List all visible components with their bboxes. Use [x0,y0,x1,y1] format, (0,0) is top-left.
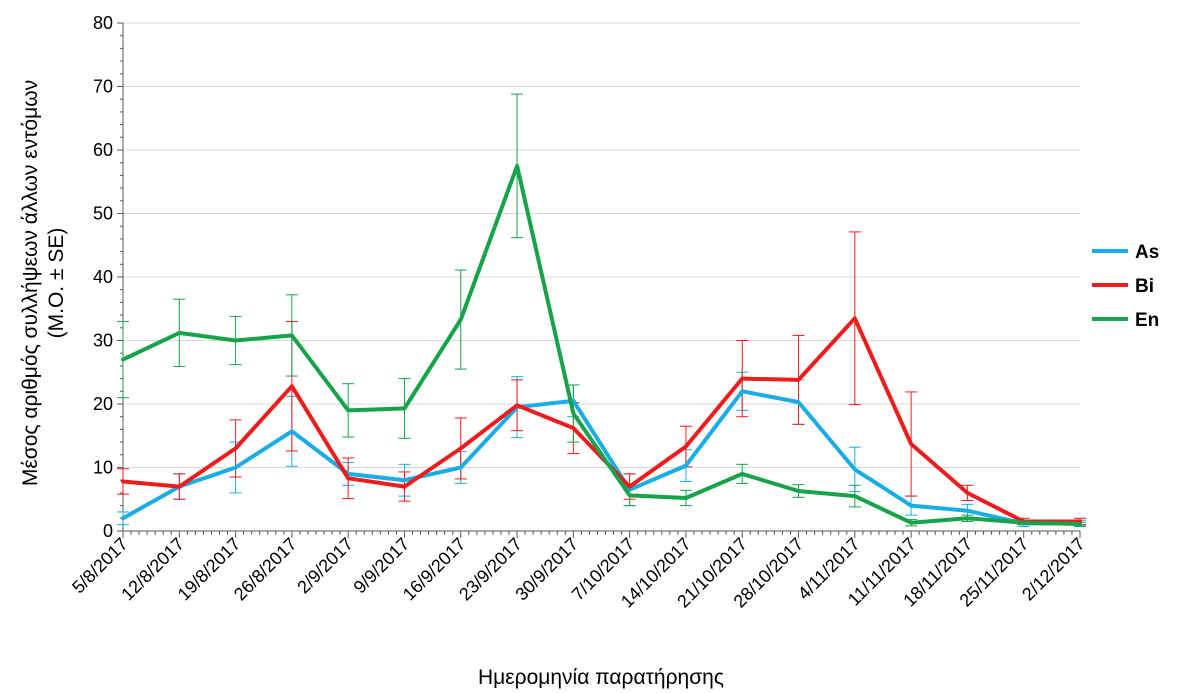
legend-label-En: En [1135,310,1159,331]
series-line-As [121,389,1082,526]
y-tick-label: 50 [93,204,113,224]
gridlines [123,22,1080,468]
y-tick-label: 70 [93,77,113,97]
y-axis-title-group: Μέσος αριθμός συλλήψεων άλλων εντόμων [19,80,42,486]
series-line-En [121,163,1082,526]
y-axis: 0 10 20 30 40 50 60 70 80 [93,13,124,541]
series-lines [121,163,1082,526]
y-tick-label: 40 [93,267,113,287]
y-tick-label: 60 [93,140,113,160]
error-bars [117,93,1086,528]
y-axis-subtitle: (Μ.Ο. ± SE) [45,228,68,339]
y-axis-title: Μέσος αριθμός συλλήψεων άλλων εντόμων [19,80,42,486]
y-tick-label: 20 [93,394,113,414]
y-axis-subtitle-group: (Μ.Ο. ± SE) [45,228,68,339]
legend-label-Bi: Bi [1135,276,1154,297]
legend: As Bi En [1092,242,1159,331]
x-axis-title: Ημερομηνία παρατήρησης [478,666,724,689]
legend-label-As: As [1135,242,1159,263]
y-tick-label: 80 [93,13,113,33]
series-line-Bi [121,316,1082,524]
x-tick-label: 2/9/2017 [293,534,357,598]
y-tick-label: 0 [103,521,113,541]
y-tick-label: 10 [93,458,113,478]
x-axis: 5/8/201712/8/201719/8/201726/8/20172/9/2… [68,530,1089,612]
y-tick-label: 30 [93,331,113,351]
